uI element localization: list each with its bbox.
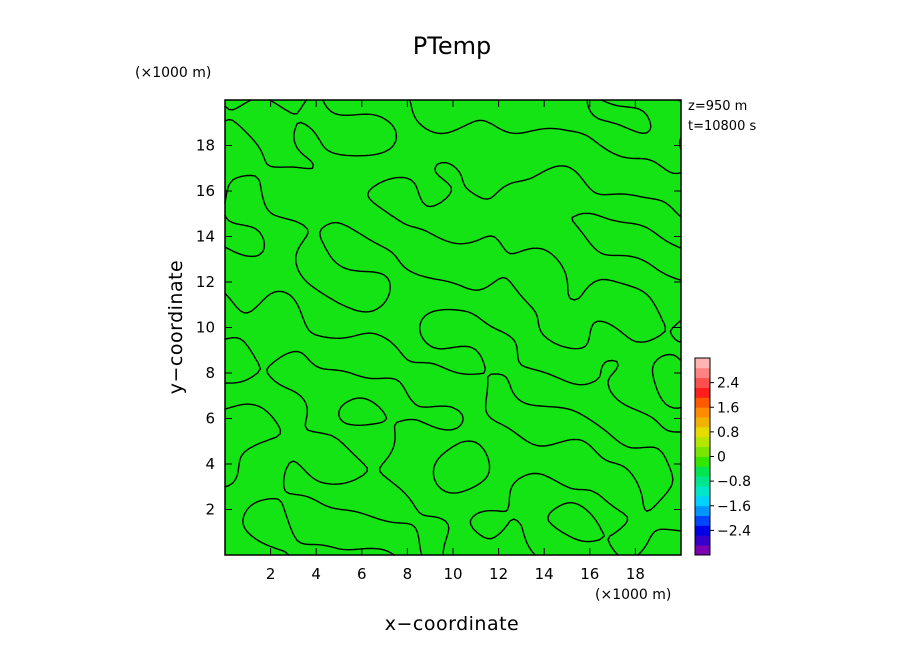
x-tick-label: 6 — [357, 565, 367, 583]
colorbar-label: 1.6 — [717, 400, 739, 416]
x-axis: 2 4 6 8 10 12 14 16 18 — [266, 100, 645, 583]
colorbar-swatch — [695, 525, 710, 536]
time-annotation: t=10800 s — [688, 119, 756, 134]
y-tick-label: 2 — [205, 501, 215, 519]
y-tick-label: 14 — [196, 228, 215, 246]
y-tick-label: 8 — [205, 364, 215, 382]
colorbar-swatch — [695, 436, 710, 448]
y-unit-label: (×1000 m) — [135, 65, 211, 81]
y-axis: 2 4 6 8 10 12 14 16 18 — [196, 137, 681, 519]
colorbar-swatch — [695, 535, 710, 546]
y-axis-label: y−coordinate — [165, 260, 187, 395]
plot-area — [224, 99, 682, 556]
colorbar-label: 0.8 — [717, 425, 739, 441]
colorbar-label: −0.8 — [717, 474, 751, 490]
colorbar-swatch — [695, 446, 710, 457]
colorbar-swatch — [695, 397, 710, 408]
contour-path — [224, 99, 682, 556]
colorbar-swatch — [695, 407, 710, 418]
colorbar-swatch — [695, 358, 710, 369]
colorbar-swatch — [695, 426, 710, 438]
level-annotation: z=950 m — [688, 99, 747, 114]
colorbar-swatch — [695, 505, 710, 516]
colorbar-label: 0 — [717, 450, 726, 466]
x-unit-label: (×1000 m) — [595, 587, 671, 603]
colorbar-swatch — [695, 367, 710, 379]
colorbar-swatch — [695, 515, 710, 526]
y-tick-label: 4 — [205, 455, 215, 473]
colorbar-swatch — [695, 417, 710, 428]
colorbar-label: −1.6 — [717, 499, 751, 515]
x-tick-label: 4 — [311, 565, 321, 583]
colorbar-swatch — [695, 456, 710, 467]
colorbar-swatch — [695, 476, 710, 487]
colorbar-swatch — [695, 466, 710, 477]
colorbar-swatch — [695, 486, 710, 497]
x-tick-label: 8 — [403, 565, 413, 583]
x-tick-label: 16 — [580, 565, 599, 583]
y-tick-label: 18 — [196, 137, 215, 155]
colorbar-swatch — [695, 495, 710, 507]
colorbar: 2.4 1.6 0.8 0 −0.8 −1.6 −2.4 — [694, 357, 751, 556]
colorbar-label: 2.4 — [717, 376, 739, 392]
y-tick-label: 10 — [196, 319, 215, 337]
chart-title: PTemp — [413, 32, 491, 60]
y-tick-label: 12 — [196, 273, 215, 291]
colorbar-swatch — [695, 545, 710, 556]
x-tick-label: 12 — [489, 565, 508, 583]
colorbar-swatch — [695, 387, 710, 398]
contour-lines — [224, 99, 682, 556]
x-tick-label: 2 — [266, 565, 276, 583]
x-axis-label: x−coordinate — [385, 613, 520, 635]
x-tick-label: 14 — [535, 565, 554, 583]
y-tick-label: 6 — [205, 410, 215, 428]
colorbar-label: −2.4 — [717, 523, 751, 539]
field-fill — [225, 100, 681, 555]
y-tick-label: 16 — [196, 182, 215, 200]
colorbar-swatch — [695, 377, 710, 388]
x-tick-label: 18 — [626, 565, 645, 583]
x-tick-label: 10 — [443, 565, 462, 583]
